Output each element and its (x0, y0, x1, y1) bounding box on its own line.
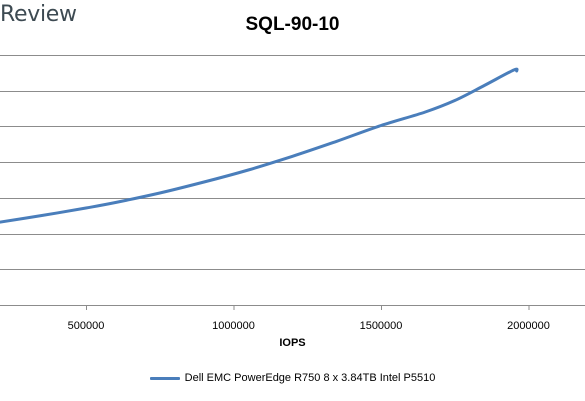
series-lines (0, 67, 519, 224)
legend-swatch (149, 376, 180, 380)
x-tick-label: 1000000 (212, 320, 255, 332)
x-axis-label: IOPS (279, 337, 306, 349)
x-tick-label: 500000 (68, 320, 105, 332)
legend-label: Dell EMC PowerEdge R750 8 x 3.84TB Intel… (184, 372, 436, 385)
brand-logo-text: Review (0, 2, 77, 27)
chart-title: SQL-90-10 (245, 14, 340, 35)
x-tick-label: 2000000 (507, 320, 550, 332)
series-line (0, 67, 519, 224)
gridlines (0, 55, 585, 306)
x-tick-label: 1500000 (360, 320, 403, 332)
x-axis-ticks: 500000 1000000 1500000 2000000 (68, 305, 550, 332)
legend: Dell EMC PowerEdge R750 8 x 3.84TB Intel… (0, 372, 585, 384)
